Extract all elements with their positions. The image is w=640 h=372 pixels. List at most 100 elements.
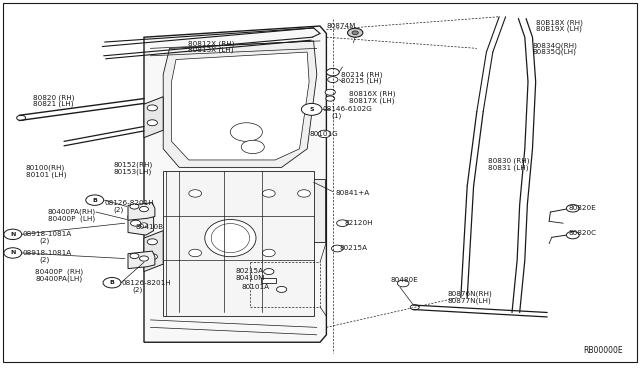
Polygon shape [144, 97, 163, 138]
Circle shape [205, 197, 230, 212]
Text: 80215A: 80215A [236, 268, 264, 274]
Circle shape [241, 140, 264, 154]
Text: 80214 (RH): 80214 (RH) [341, 71, 383, 78]
Circle shape [397, 280, 409, 287]
Text: 80101G: 80101G [309, 131, 338, 137]
Text: RB00000E: RB00000E [584, 346, 623, 355]
Polygon shape [163, 171, 314, 316]
Text: 80820 (RH): 80820 (RH) [33, 94, 75, 101]
Circle shape [189, 190, 202, 197]
Circle shape [103, 278, 121, 288]
Circle shape [298, 190, 310, 197]
Text: 80830 (RH): 80830 (RH) [488, 157, 529, 164]
Circle shape [234, 188, 253, 199]
Text: 80410B: 80410B [136, 224, 164, 230]
Ellipse shape [205, 219, 256, 257]
Text: 80841+A: 80841+A [336, 190, 371, 196]
Text: 80101 (LH): 80101 (LH) [26, 171, 66, 178]
Circle shape [147, 105, 157, 111]
Circle shape [140, 256, 148, 261]
Text: 80817X (LH): 80817X (LH) [349, 97, 394, 104]
Circle shape [147, 254, 157, 260]
Text: 80400PA(RH): 80400PA(RH) [48, 209, 96, 215]
Text: 80820E: 80820E [568, 205, 596, 211]
Polygon shape [128, 203, 155, 220]
Text: 80400PA(LH): 80400PA(LH) [35, 275, 83, 282]
Text: (2): (2) [40, 256, 50, 263]
Text: 80874M: 80874M [326, 23, 356, 29]
Circle shape [566, 231, 579, 239]
Text: 80100(RH): 80100(RH) [26, 165, 65, 171]
Text: 80813X (LH): 80813X (LH) [188, 47, 233, 54]
Text: 80821 (LH): 80821 (LH) [33, 101, 74, 108]
Polygon shape [261, 278, 276, 283]
Circle shape [86, 195, 104, 205]
Text: 08126-8201H: 08126-8201H [122, 280, 172, 286]
Text: (2): (2) [132, 287, 143, 294]
Circle shape [131, 220, 141, 226]
Text: 80215 (LH): 80215 (LH) [341, 78, 381, 84]
Circle shape [189, 249, 202, 257]
Polygon shape [144, 26, 326, 342]
Circle shape [337, 220, 348, 227]
Circle shape [130, 204, 139, 209]
Text: N: N [10, 250, 15, 256]
Circle shape [147, 239, 157, 245]
Text: 08146-6102G: 08146-6102G [323, 106, 372, 112]
Polygon shape [144, 231, 163, 272]
Text: 80410M: 80410M [236, 275, 265, 280]
Circle shape [566, 205, 579, 212]
Ellipse shape [211, 224, 250, 253]
Circle shape [262, 190, 275, 197]
Text: B: B [109, 280, 115, 285]
Circle shape [283, 187, 306, 200]
Polygon shape [128, 251, 155, 269]
Circle shape [147, 120, 157, 126]
Circle shape [140, 223, 148, 227]
Circle shape [4, 248, 22, 258]
Text: 80877N(LH): 80877N(LH) [448, 297, 492, 304]
Text: N: N [10, 232, 15, 237]
Circle shape [264, 269, 274, 275]
Circle shape [276, 286, 287, 292]
Text: 80831 (LH): 80831 (LH) [488, 164, 528, 171]
Text: 80835Q(LH): 80835Q(LH) [532, 49, 577, 55]
Polygon shape [172, 52, 309, 160]
Circle shape [262, 249, 275, 257]
Circle shape [348, 28, 363, 37]
Circle shape [301, 103, 322, 115]
Text: 08126-8201H: 08126-8201H [104, 200, 154, 206]
Text: 80152(RH): 80152(RH) [114, 162, 153, 169]
Text: 80480E: 80480E [390, 277, 418, 283]
Polygon shape [128, 211, 154, 235]
Circle shape [326, 96, 335, 101]
Circle shape [230, 123, 262, 141]
Text: (1): (1) [332, 113, 342, 119]
Text: S: S [309, 107, 314, 112]
Text: 80101A: 80101A [242, 284, 270, 290]
Circle shape [17, 115, 26, 121]
Text: 80B19X (LH): 80B19X (LH) [536, 26, 582, 32]
Polygon shape [282, 179, 325, 242]
Text: 80153(LH): 80153(LH) [114, 169, 152, 175]
Text: 80816X (RH): 80816X (RH) [349, 90, 396, 97]
Circle shape [318, 130, 331, 138]
Circle shape [332, 245, 343, 252]
Text: 80834Q(RH): 80834Q(RH) [532, 42, 577, 49]
Text: (2): (2) [113, 206, 124, 213]
Text: 08918-1081A: 08918-1081A [22, 231, 72, 237]
Text: 80400P  (LH): 80400P (LH) [48, 215, 95, 222]
Text: 80876N(RH): 80876N(RH) [448, 291, 493, 297]
Text: 80215A: 80215A [339, 246, 367, 251]
Text: 08918-1081A: 08918-1081A [22, 250, 72, 256]
Circle shape [328, 77, 338, 83]
Text: 80820C: 80820C [568, 230, 596, 236]
Text: 80812X (RH): 80812X (RH) [188, 41, 234, 47]
Circle shape [325, 89, 335, 95]
Circle shape [140, 206, 148, 212]
Circle shape [130, 253, 139, 259]
Text: 80B18X (RH): 80B18X (RH) [536, 19, 583, 26]
Circle shape [4, 229, 22, 240]
Circle shape [410, 305, 419, 310]
Text: B: B [92, 198, 97, 203]
